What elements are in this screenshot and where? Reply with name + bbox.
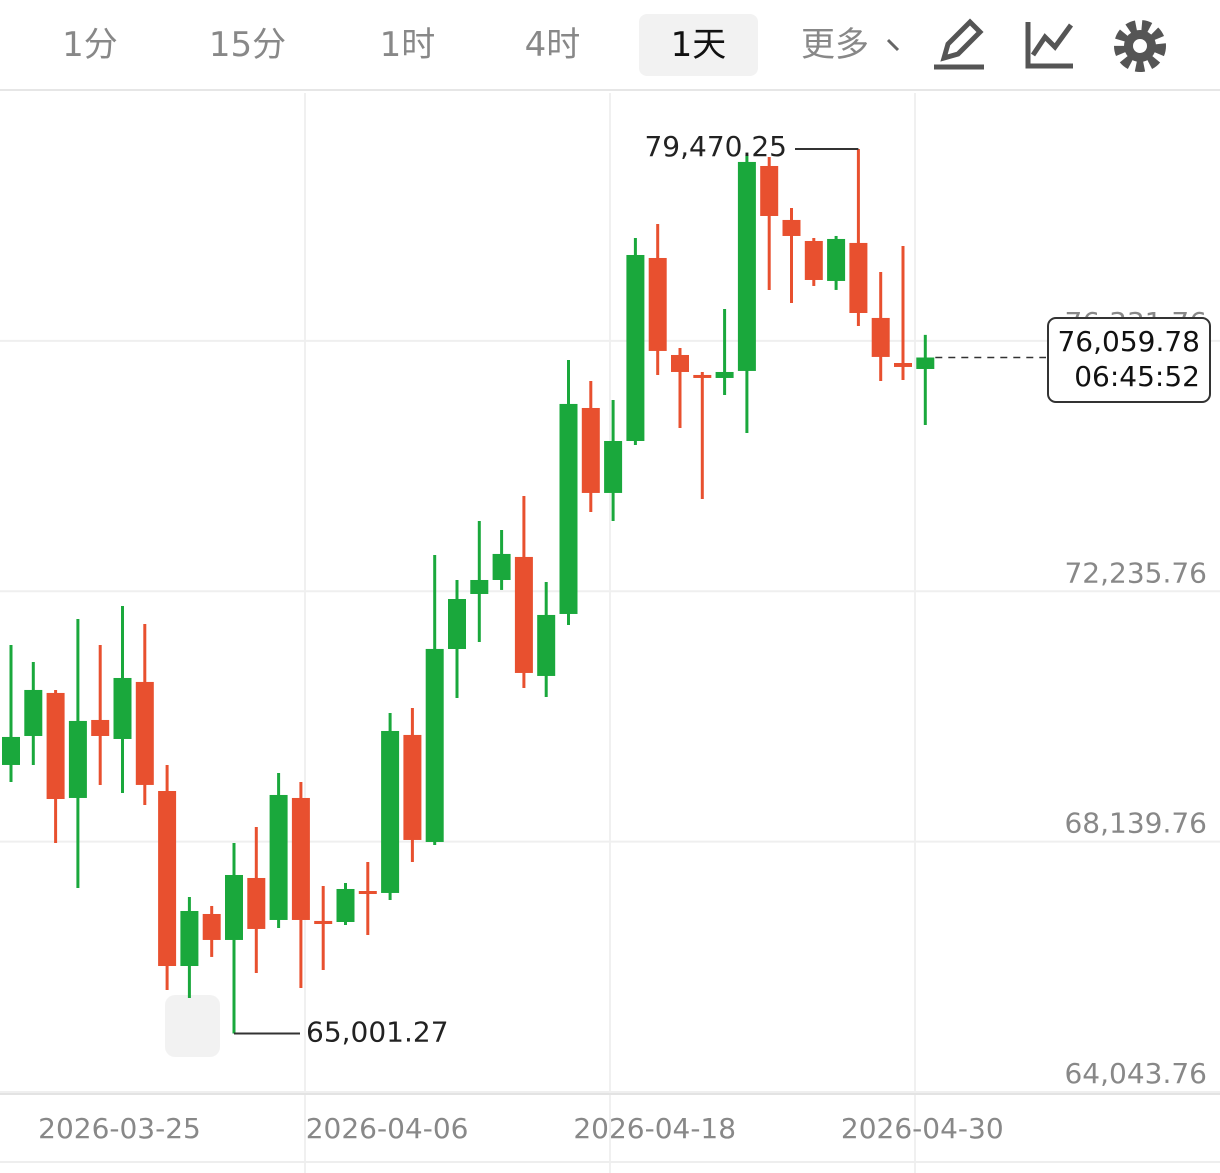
candle-body	[247, 877, 266, 929]
candle-body	[425, 648, 444, 842]
x-tick-label: 2026-04-06	[306, 1112, 469, 1145]
candle-body	[113, 677, 132, 739]
candle-body	[894, 362, 912, 367]
candle-body	[871, 317, 890, 357]
countdown: 06:45:52	[1074, 360, 1200, 393]
candle-body	[225, 874, 243, 940]
candle-body	[648, 257, 667, 351]
candle-body	[804, 240, 823, 280]
candle-body	[827, 238, 846, 281]
tab[interactable]: 4时	[524, 25, 581, 65]
candle-body	[448, 599, 466, 650]
candle-body	[693, 374, 712, 378]
candle-body	[202, 913, 221, 940]
min-label: 65,001.27	[306, 1015, 449, 1048]
candle-body	[46, 692, 65, 800]
toolbar-icons	[886, 18, 1166, 72]
tab-selected[interactable]: 1天	[639, 14, 758, 76]
tab[interactable]: 1时	[379, 25, 436, 65]
candle-body	[581, 407, 600, 493]
candle-body	[737, 161, 756, 371]
y-tick-label: 64,043.76	[1064, 1057, 1207, 1090]
candle-body	[470, 579, 489, 594]
candle-body	[782, 219, 801, 236]
candle-body	[314, 920, 333, 925]
more-arrow[interactable]	[886, 38, 900, 52]
candle-body	[91, 719, 110, 736]
candle-body	[358, 891, 377, 895]
x-tick-label: 2026-04-18	[573, 1112, 736, 1145]
candle-body	[158, 790, 177, 967]
candle-body	[291, 797, 310, 920]
candle-body	[916, 357, 935, 369]
tab[interactable]: 1分	[62, 25, 118, 65]
last-price: 76,059.78	[1057, 325, 1200, 358]
watermark	[165, 995, 220, 1057]
candle-body	[403, 734, 422, 840]
candle-body	[24, 689, 43, 736]
candle-body	[135, 681, 154, 785]
candle-body	[849, 242, 868, 313]
candle-body	[715, 371, 734, 378]
candle-body	[537, 614, 556, 676]
candle-body	[2, 736, 20, 765]
toolbar: 1分 15分 1时 4时 1天 更多	[0, 0, 1220, 91]
candle-body	[514, 556, 533, 673]
x-tick-label: 2026-04-30	[841, 1112, 1004, 1145]
candle-body	[68, 720, 87, 798]
x-tick-label: 2026-03-25	[38, 1112, 201, 1145]
draw-icon[interactable]	[934, 18, 984, 70]
candle-body	[381, 730, 400, 893]
settings-icon[interactable]	[1114, 20, 1166, 72]
candle-body	[492, 553, 511, 580]
candle-body	[671, 354, 689, 372]
max-label: 79,470.25	[644, 130, 787, 163]
candle-body	[760, 165, 779, 216]
candle-body	[559, 403, 578, 614]
tab[interactable]: 15分	[208, 25, 287, 65]
y-tick-label: 68,139.76	[1064, 807, 1207, 840]
candle-body	[180, 910, 199, 967]
price-box	[1047, 317, 1211, 403]
indicator-icon[interactable]	[1025, 22, 1074, 69]
candle-body	[336, 888, 355, 922]
y-tick-label: 72,235.76	[1064, 556, 1207, 589]
tab[interactable]: 更多	[801, 25, 869, 65]
candle-body	[626, 254, 645, 441]
candle-body	[269, 794, 288, 920]
candle-body	[604, 440, 623, 493]
